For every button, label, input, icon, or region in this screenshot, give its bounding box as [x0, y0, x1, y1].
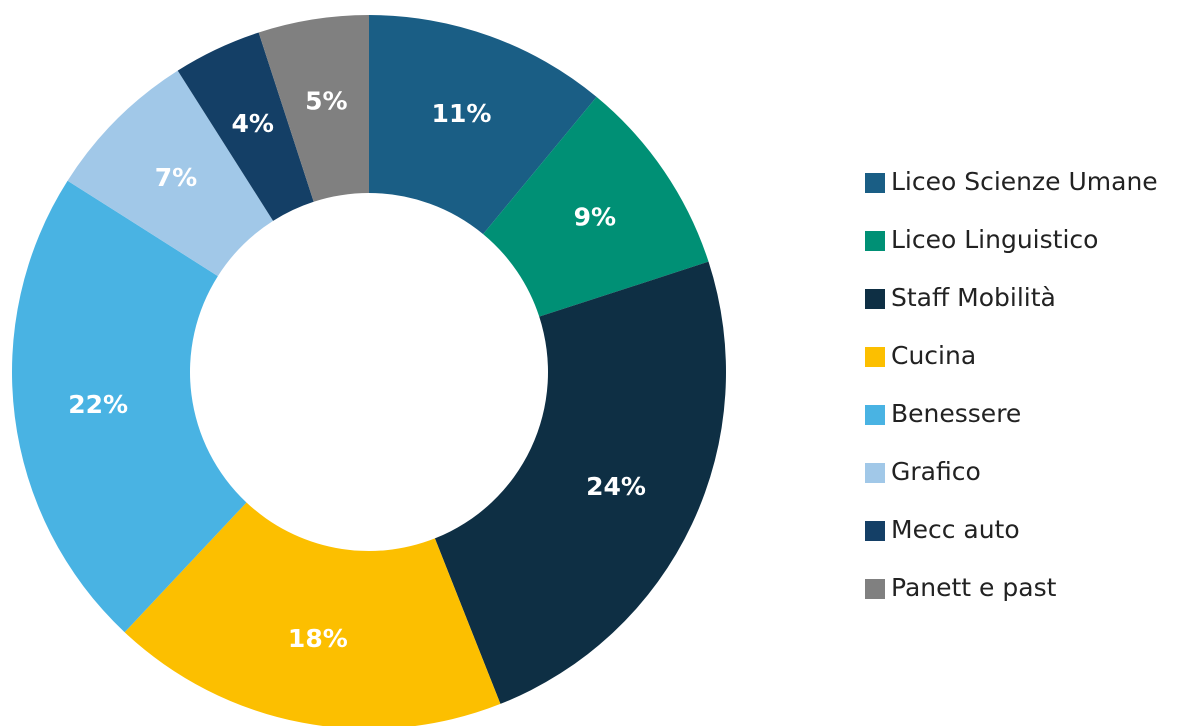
slice	[177, 32, 314, 221]
slice-label: 24%	[586, 472, 646, 501]
legend-swatch	[865, 289, 885, 309]
slice	[434, 261, 726, 704]
legend-swatch	[865, 463, 885, 483]
legend-swatch	[865, 521, 885, 541]
legend-label: Benessere	[891, 399, 1021, 428]
legend-label: Grafico	[891, 457, 981, 486]
slice-label: 5%	[305, 86, 347, 115]
slice	[67, 70, 274, 277]
legend-label: Mecc auto	[891, 515, 1020, 544]
legend-label: Liceo Scienze Umane	[891, 167, 1158, 196]
slice	[369, 15, 597, 235]
legend-label: Liceo Linguistico	[891, 225, 1098, 254]
legend-swatch	[865, 405, 885, 425]
slice-label: 4%	[232, 109, 274, 138]
legend-label: Panett e past	[891, 573, 1057, 602]
slice	[258, 15, 369, 202]
slice-label: 22%	[68, 390, 128, 419]
legend-label: Cucina	[891, 341, 976, 370]
slice-label: 18%	[288, 624, 348, 653]
slice-label: 11%	[432, 99, 492, 128]
slice-label: 7%	[155, 163, 197, 192]
slice	[483, 96, 709, 317]
legend-swatch	[865, 579, 885, 599]
slice	[124, 502, 501, 726]
legend-swatch	[865, 347, 885, 367]
legend-swatch	[865, 231, 885, 251]
slice	[11, 180, 247, 633]
legend-swatch	[865, 173, 885, 193]
slice-label: 9%	[574, 203, 616, 232]
legend-label: Staff Mobilità	[891, 283, 1056, 312]
